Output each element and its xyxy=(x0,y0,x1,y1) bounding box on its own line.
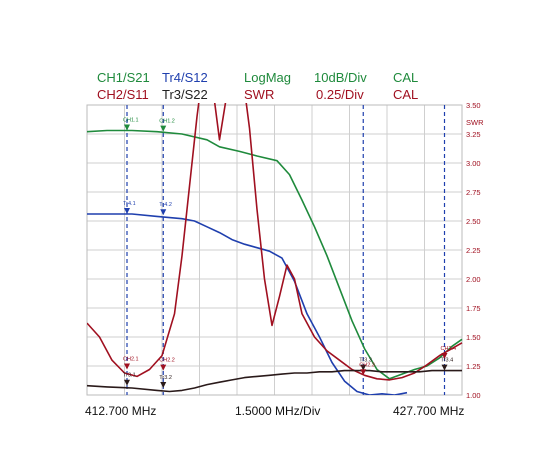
marker-label-tr3-2: Tr3.2 xyxy=(159,375,172,381)
trace-label-tr3-s22: Tr3/S22 xyxy=(162,87,208,102)
right-axis-tick: 3.25 xyxy=(466,130,481,139)
marker-label-tr3-1: Tr3.1 xyxy=(123,373,136,379)
grid xyxy=(86,104,463,396)
trace-ch1-s21 xyxy=(87,129,463,380)
marker-ch2-3 xyxy=(360,369,367,376)
trace-ch2-s11 xyxy=(87,103,463,381)
right-axis-tick: 2.50 xyxy=(466,217,481,226)
marker-ch2-4 xyxy=(441,353,448,360)
trace-tr4-s12 xyxy=(87,213,408,395)
markers: CH1.1 CH1.2 Tr4.1 Tr4.2 CH2.1 CH2.2 Tr3.1 Tr3.2… xyxy=(123,118,456,389)
marker-tr3-3 xyxy=(360,364,367,371)
marker-ch2-2 xyxy=(160,364,167,371)
start-frequency: 412.700 MHz xyxy=(85,404,157,418)
marker-label-ch1-1: CH1.1 xyxy=(123,118,139,124)
trace-label-ch2-s11: CH2/S11 xyxy=(97,87,149,102)
right-axis-tick: 3.00 xyxy=(466,159,481,168)
marker-label-tr3-4: Tr3.4 xyxy=(441,358,454,364)
cal-label-row2: CAL xyxy=(393,87,419,102)
right-axis-tick: 3.50 xyxy=(466,101,481,110)
plot-frame xyxy=(86,104,463,396)
marker-label-ch2-1: CH2.1 xyxy=(123,356,139,362)
right-axis-tick: 1.25 xyxy=(466,362,481,371)
marker-tr3-4 xyxy=(441,364,448,371)
marker-ch1-2 xyxy=(160,125,167,132)
right-axis-tick: 2.00 xyxy=(466,275,481,284)
right-axis-tick: 1.50 xyxy=(466,333,481,342)
trace-tr3-s22 xyxy=(87,369,462,393)
marker-ch1-1 xyxy=(124,124,130,131)
right-axis: 3.50 3.25 3.00 2.75 2.50 2.25 2.00 1.75 1.50 1.25… xyxy=(466,101,484,400)
marker-tr3-2 xyxy=(160,382,167,389)
scale-label-row2: 0.25/Div xyxy=(316,87,364,102)
trace-label-ch1-s21: CH1/S21 xyxy=(97,70,150,85)
cal-label-row1: CAL xyxy=(393,70,419,85)
marker-label-ch2-3: CH2.3 xyxy=(359,362,375,368)
format-label-swr: SWR xyxy=(244,87,275,102)
marker-ch2-1 xyxy=(124,363,130,370)
marker-label-ch2-4: CH2.4 xyxy=(441,346,457,352)
right-axis-tick: 1.75 xyxy=(466,304,481,313)
marker-label-ch1-2: CH1.2 xyxy=(159,119,175,125)
right-axis-label: SWR xyxy=(466,118,484,127)
trace-label-tr4-s12: Tr4/S12 xyxy=(162,70,208,85)
traces xyxy=(87,103,463,395)
marker-tr3-1 xyxy=(124,379,130,386)
format-label-logmag: LogMag xyxy=(244,70,291,85)
marker-label-ch2-2: CH2.2 xyxy=(159,358,175,364)
marker-tr4-2 xyxy=(160,209,167,216)
marker-label-tr3-3: Tr3.3 xyxy=(359,358,372,364)
right-axis-tick: 2.75 xyxy=(466,188,481,197)
marker-label-tr4-2: Tr4.2 xyxy=(159,202,172,208)
right-axis-tick: 2.25 xyxy=(466,246,481,255)
marker-label-tr4-1: Tr4.1 xyxy=(123,201,136,207)
right-axis-tick: 1.00 xyxy=(466,391,481,400)
marker-tr4-1 xyxy=(124,208,130,215)
stop-frequency: 427.700 MHz xyxy=(393,404,465,418)
scale-label-row1: 10dB/Div xyxy=(314,70,367,85)
span-per-div: 1.5000 MHz/Div xyxy=(235,404,321,418)
